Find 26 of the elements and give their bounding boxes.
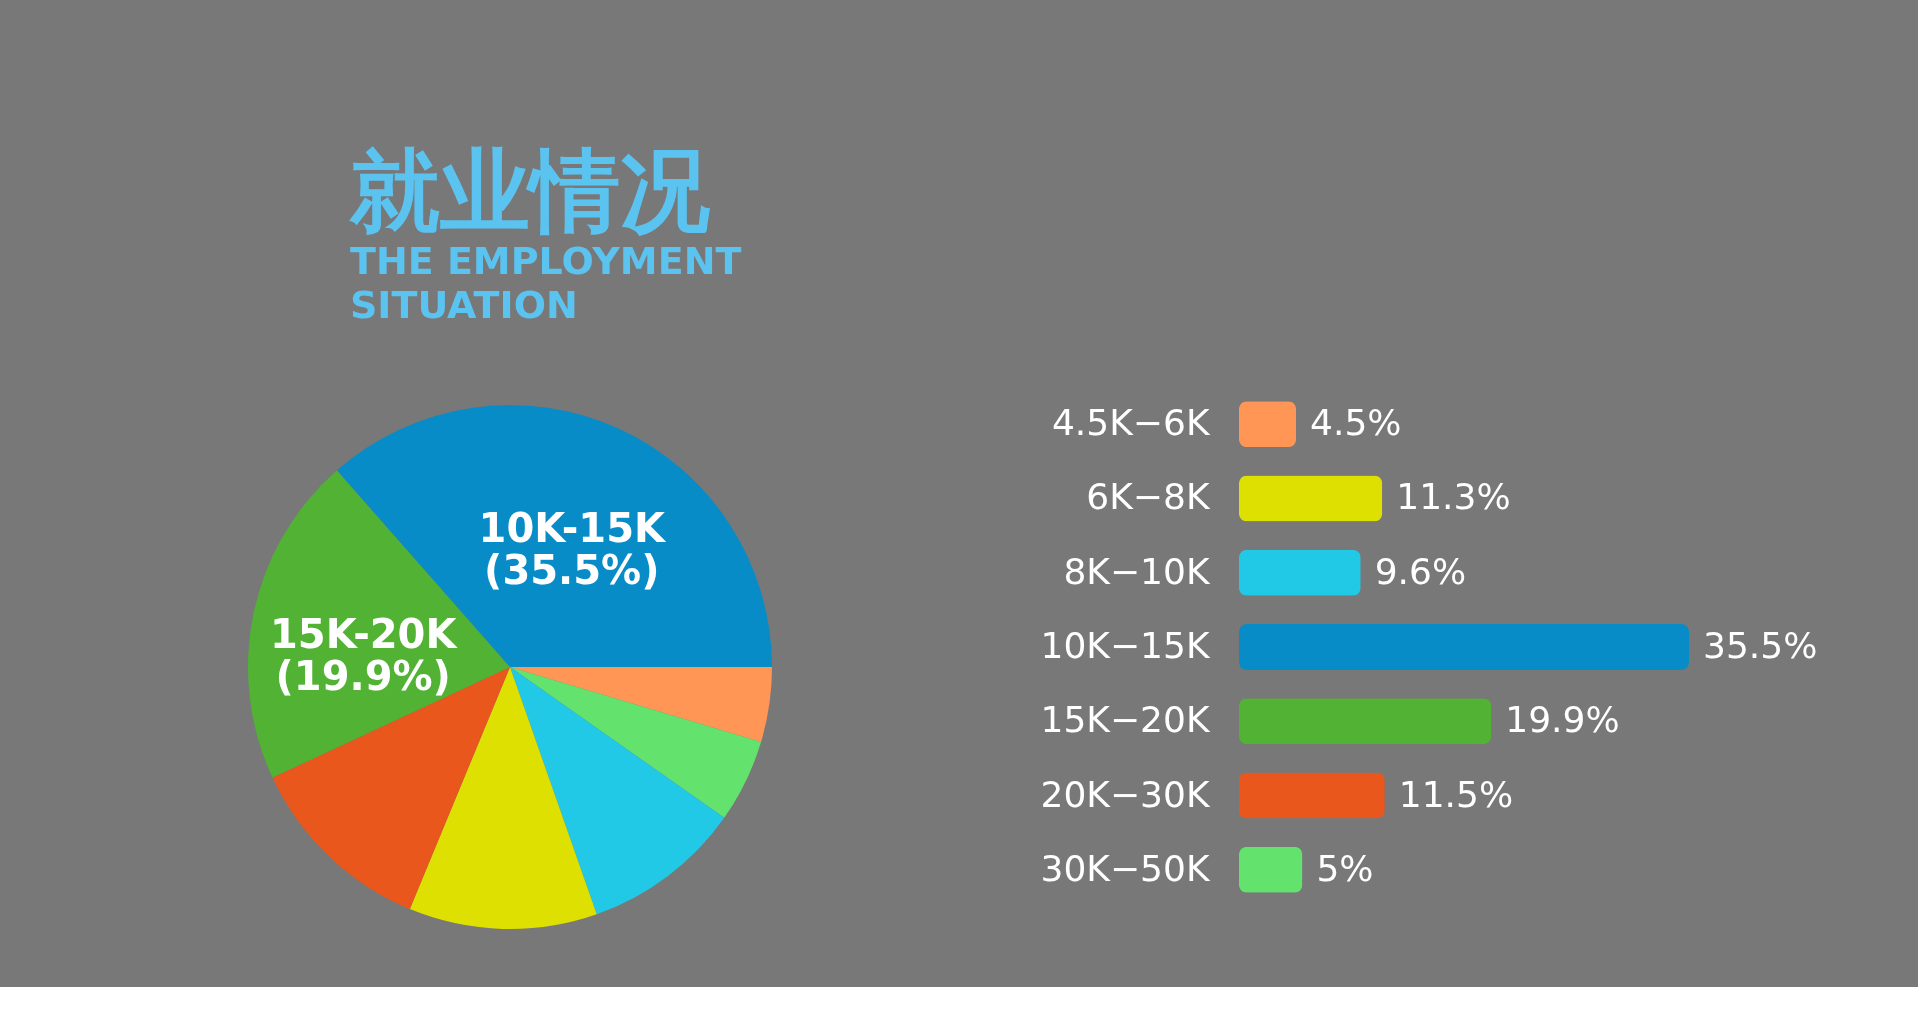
data-label: 5% [1316,847,1374,889]
bar [1239,401,1297,448]
pie-slice [510,667,762,818]
bar [1239,846,1303,893]
bar [1239,624,1689,670]
y-tick-label: 30K−50K [1040,847,1211,889]
data-label: 15K-20K (19.9%) [269,611,459,700]
y-tick-label: 4.5K−6K [1051,402,1211,444]
y-tick-label: 10K−15K [1040,625,1211,666]
data-label: 10K-15K (35.5%) [478,505,668,594]
data-label: 19.9% [1505,699,1620,741]
data-label: 11.5% [1398,773,1514,815]
data-label: 9.6% [1374,550,1467,592]
data-label: 11.3% [1396,476,1511,518]
pie-slice [510,667,772,743]
bar [1239,772,1385,819]
y-tick-label: 15K−20K [1040,699,1211,741]
y-tick-label: 8K−10K [1063,550,1211,592]
bar [1239,549,1361,596]
y-tick-label: 20K−30K [1040,773,1211,815]
bar [1239,475,1383,522]
data-label: 4.5% [1310,402,1402,444]
pie-slice [510,667,725,915]
bar [1239,698,1492,745]
data-label: 35.5% [1703,625,1818,666]
y-tick-label: 6K−8K [1086,476,1211,518]
